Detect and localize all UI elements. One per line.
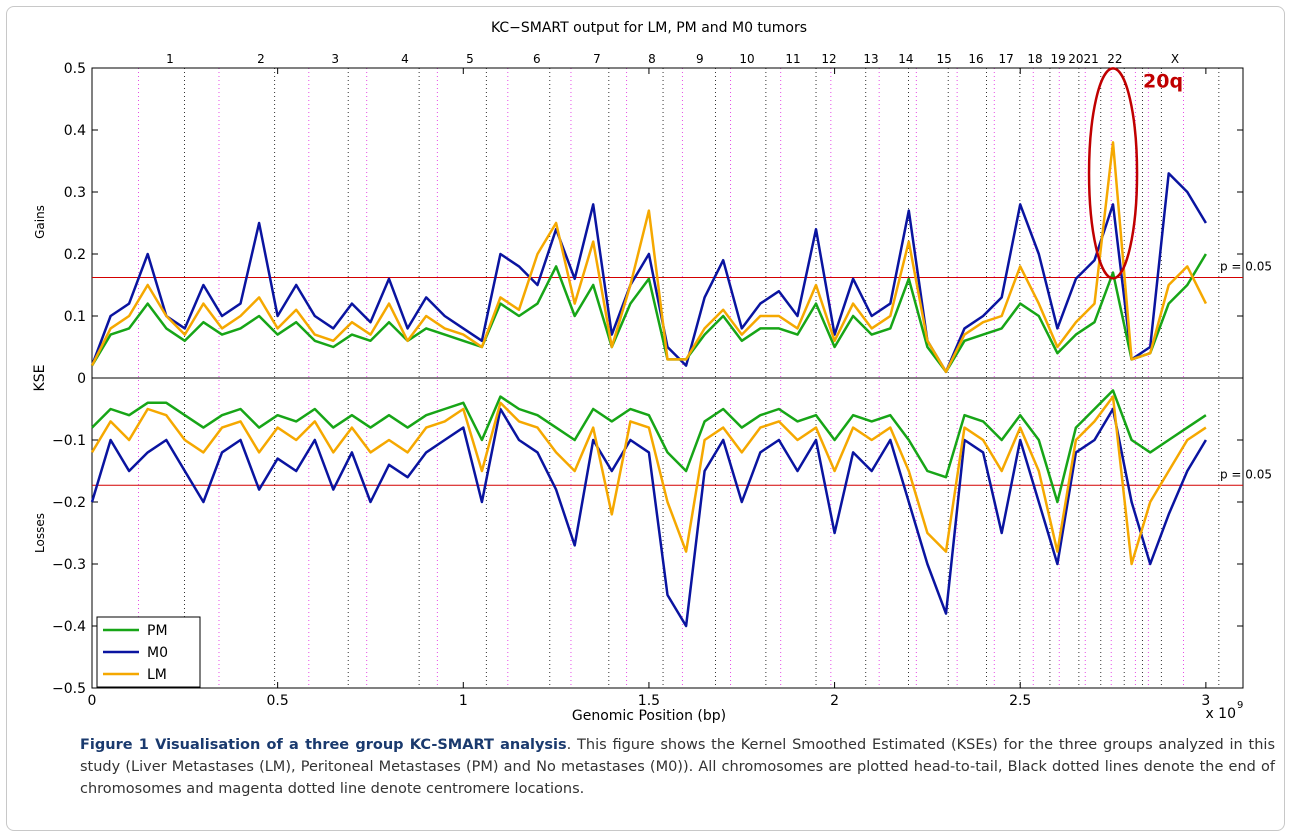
chromosome-label: 5 bbox=[466, 52, 474, 66]
legend-label: PM bbox=[147, 623, 168, 639]
series-line bbox=[90, 172, 1207, 374]
annotation-label: 20q bbox=[1143, 70, 1183, 92]
chromosome-label: 20 bbox=[1068, 52, 1083, 66]
chromosome-label: 17 bbox=[998, 52, 1013, 66]
chromosome-label: 13 bbox=[863, 52, 878, 66]
series-line bbox=[90, 253, 1207, 374]
threshold-label: p = 0.05 bbox=[1220, 467, 1272, 481]
chromosome-label: 15 bbox=[936, 52, 951, 66]
chromosome-label: 18 bbox=[1027, 52, 1042, 66]
y-tick-label: −0.4 bbox=[52, 619, 86, 635]
series-line bbox=[90, 141, 1208, 374]
chromosome-label: 11 bbox=[785, 52, 800, 66]
y-tick-label: 0.2 bbox=[64, 247, 86, 263]
x-tick-label: 2 bbox=[830, 693, 839, 709]
chromosome-label: 4 bbox=[401, 52, 409, 66]
legend-label: M0 bbox=[147, 645, 168, 661]
chromosome-label: 12 bbox=[821, 52, 836, 66]
chromosome-label: 2 bbox=[257, 52, 265, 66]
chromosome-label: 14 bbox=[898, 52, 913, 66]
legend-label: LM bbox=[147, 667, 167, 683]
chromosome-label: 10 bbox=[739, 52, 754, 66]
y-tick-label: 0.3 bbox=[64, 185, 86, 201]
y-tick-label: 0 bbox=[77, 371, 86, 387]
series-line bbox=[90, 407, 1207, 628]
chromosome-label: 19 bbox=[1050, 52, 1065, 66]
chromosome-label: 3 bbox=[331, 52, 339, 66]
y-tick-label: 0.5 bbox=[64, 61, 86, 77]
x-tick-label: 1 bbox=[459, 693, 468, 709]
y-tick-label: −0.5 bbox=[52, 681, 86, 697]
x-tick-label: 0 bbox=[88, 693, 97, 709]
x-axis-label: Genomic Position (bp) bbox=[572, 708, 726, 724]
chart: KC−SMART output for LM, PM and M0 tumors… bbox=[32, 20, 1272, 724]
losses-label: Losses bbox=[33, 513, 47, 553]
y-tick-label: 0.1 bbox=[64, 309, 86, 325]
x-multiplier: x 10 bbox=[1205, 706, 1236, 722]
y-axis-label: KSE bbox=[32, 365, 48, 392]
threshold-label: p = 0.05 bbox=[1220, 260, 1272, 274]
figure-frame bbox=[6, 6, 1285, 831]
caption: Figure 1 Visualisation of a three group … bbox=[80, 734, 1275, 800]
gains-label: Gains bbox=[33, 205, 47, 239]
chromosome-label: 9 bbox=[696, 52, 704, 66]
chromosome-label: 16 bbox=[968, 52, 983, 66]
chromosome-label: 6 bbox=[533, 52, 541, 66]
x-tick-label: 0.5 bbox=[267, 693, 289, 709]
chromosome-label: 21 bbox=[1084, 52, 1099, 66]
chromosome-label: 1 bbox=[166, 52, 174, 66]
caption-text: . This figure shows the Kernel Smoothed … bbox=[80, 737, 1275, 797]
y-tick-label: 0.4 bbox=[64, 123, 86, 139]
x-tick-label: 1.5 bbox=[638, 693, 660, 709]
series-line bbox=[91, 389, 1207, 504]
caption-title: Figure 1 Visualisation of a three group … bbox=[80, 737, 567, 753]
chart-title: KC−SMART output for LM, PM and M0 tumors bbox=[491, 20, 807, 36]
y-tick-label: −0.1 bbox=[52, 433, 86, 449]
y-tick-label: −0.2 bbox=[52, 495, 86, 511]
chromosome-label: 8 bbox=[648, 52, 656, 66]
chromosome-label: X bbox=[1171, 52, 1179, 66]
series-line bbox=[90, 395, 1207, 566]
x-tick-label: 3 bbox=[1201, 693, 1210, 709]
y-tick-label: −0.3 bbox=[52, 557, 86, 573]
annotation-ellipse bbox=[1087, 67, 1139, 280]
chromosome-label: 7 bbox=[593, 52, 601, 66]
chromosome-label: 22 bbox=[1107, 52, 1122, 66]
x-multiplier-exp: 9 bbox=[1237, 700, 1243, 711]
x-tick-label: 2.5 bbox=[1009, 693, 1031, 709]
